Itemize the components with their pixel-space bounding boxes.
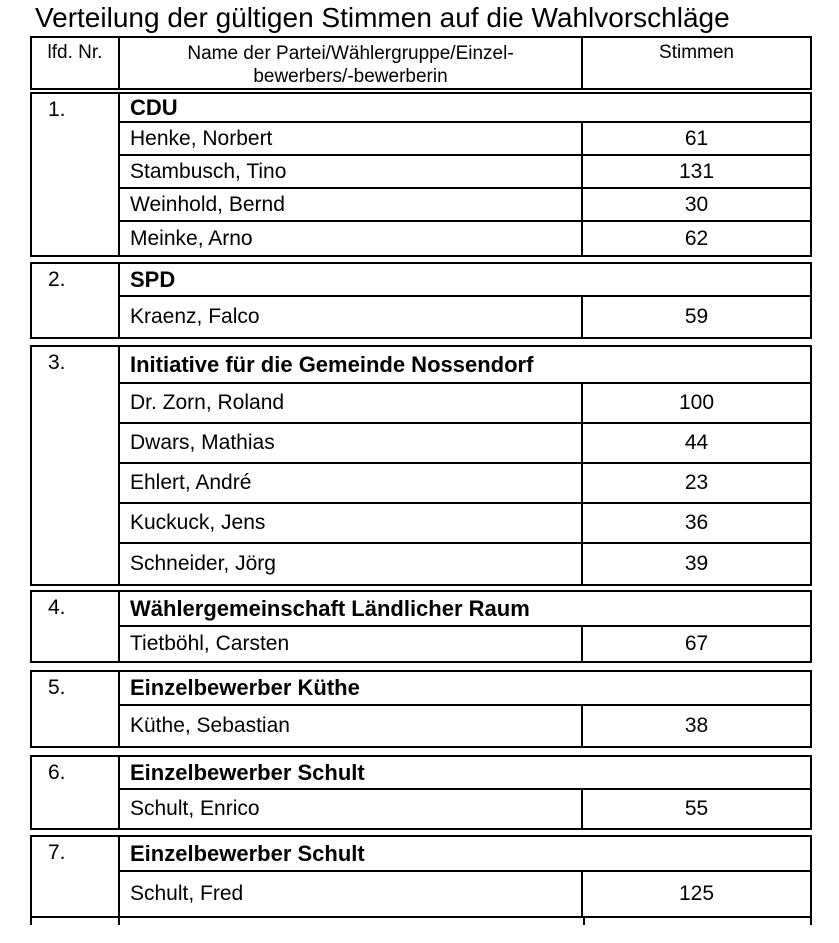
candidate-name: Ehlert, André (120, 464, 583, 502)
candidate-row: Dr. Zorn, Roland 100 (120, 384, 810, 424)
candidate-name: Schult, Enrico (120, 790, 583, 828)
header-party-name-line2: bewerbers/-bewerberin (253, 66, 448, 87)
table-border-stub (30, 918, 32, 925)
candidate-name: Meinke, Arno (120, 222, 583, 255)
table-section-cdu: 1. CDU Henke, Norbert 61 Stambusch, Tino… (30, 92, 812, 257)
candidate-row: Weinhold, Bernd 30 (120, 189, 810, 222)
party-name: Initiative für die Gemeinde Nossendorf (130, 351, 534, 377)
table-section-einzelbewerber-schult-2: 7. Einzelbewerber Schult Schult, Fred 12… (30, 835, 812, 918)
table-header-row: lfd. Nr. Name der Partei/Wählergruppe/Ei… (30, 36, 812, 90)
party-name: Wählergemeinschaft Ländlicher Raum (130, 595, 530, 621)
header-party-name: Name der Partei/Wählergruppe/Einzel- bew… (120, 38, 583, 88)
candidate-votes: 61 (684, 126, 709, 150)
party-name: Einzelbewerber Schult (130, 840, 365, 866)
candidate-name: Henke, Norbert (120, 123, 583, 154)
party-name-row: Einzelbewerber Schult (120, 837, 810, 872)
party-name-row: Wählergemeinschaft Ländlicher Raum (120, 592, 810, 627)
candidate-row: Kraenz, Falco 59 (120, 297, 810, 337)
candidate-votes: 100 (678, 391, 715, 414)
candidate-name: Stambusch, Tino (120, 156, 583, 187)
candidate-row: Kuckuck, Jens 36 (120, 504, 810, 544)
party-name: Einzelbewerber Küthe (130, 675, 360, 700)
table-continuation-stubs (30, 918, 812, 925)
candidate-votes: 67 (684, 632, 709, 655)
candidate-row: Meinke, Arno 62 (120, 222, 810, 255)
candidate-votes: 44 (684, 431, 709, 454)
candidate-votes: 62 (684, 226, 709, 250)
section-number: 5. (32, 672, 120, 746)
party-name-row: Einzelbewerber Schult (120, 757, 810, 790)
candidate-name: Schneider, Jörg (120, 544, 583, 584)
candidate-row: Dwars, Mathias 44 (120, 424, 810, 464)
candidate-name: Schult, Fred (120, 872, 583, 916)
candidate-row: Küthe, Sebastian 38 (120, 706, 810, 746)
candidate-votes: 131 (678, 159, 715, 183)
candidate-name: Dr. Zorn, Roland (120, 384, 583, 422)
table-border-stub (118, 918, 120, 925)
section-number: 1. (32, 94, 120, 255)
header-stimmen: Stimmen (659, 42, 734, 63)
table-section-spd: 2. SPD Kraenz, Falco 59 (30, 262, 812, 339)
candidate-votes: 38 (684, 714, 709, 737)
table-border-stub (583, 918, 585, 925)
candidate-votes: 125 (678, 882, 715, 905)
section-number: 3. (32, 347, 120, 584)
candidate-votes: 30 (684, 192, 709, 216)
candidate-votes: 36 (684, 511, 709, 534)
party-name-row: Einzelbewerber Küthe (120, 672, 810, 706)
table-section-einzelbewerber-kuethe: 5. Einzelbewerber Küthe Küthe, Sebastian… (30, 670, 812, 748)
header-lfd-nr: lfd. Nr. (32, 38, 120, 88)
candidate-name: Dwars, Mathias (120, 424, 583, 462)
header-party-name-line1: Name der Partei/Wählergruppe/Einzel- (187, 43, 514, 64)
candidate-row: Schult, Enrico 55 (120, 790, 810, 828)
page-title: Verteilung der gültigen Stimmen auf die … (35, 2, 730, 33)
party-name-row: CDU (120, 94, 810, 123)
candidate-name: Kuckuck, Jens (120, 504, 583, 542)
party-name: SPD (130, 266, 176, 292)
candidate-row: Tietböhl, Carsten 67 (120, 627, 810, 661)
candidate-votes: 39 (684, 552, 709, 575)
candidate-name: Tietböhl, Carsten (120, 627, 583, 661)
candidate-name: Kraenz, Falco (120, 297, 583, 337)
party-name: Einzelbewerber Schult (130, 759, 365, 785)
candidate-row: Schult, Fred 125 (120, 872, 810, 916)
candidate-name: Küthe, Sebastian (120, 706, 583, 746)
section-number: 7. (32, 837, 120, 916)
table-section-waehlergemeinschaft: 4. Wählergemeinschaft Ländlicher Raum Ti… (30, 590, 812, 663)
party-name-row: Initiative für die Gemeinde Nossendorf (120, 347, 810, 384)
party-name: CDU (130, 94, 178, 120)
candidate-name: Weinhold, Bernd (120, 189, 583, 220)
candidate-votes: 23 (684, 471, 709, 494)
table-section-initiative-nossendorf: 3. Initiative für die Gemeinde Nossendor… (30, 345, 812, 586)
candidate-votes: 55 (684, 797, 709, 820)
candidate-row: Schneider, Jörg 39 (120, 544, 810, 584)
candidate-row: Ehlert, André 23 (120, 464, 810, 504)
section-number: 2. (32, 264, 120, 337)
party-name-row: SPD (120, 264, 810, 297)
results-table: lfd. Nr. Name der Partei/Wählergruppe/Ei… (30, 36, 812, 925)
table-section-einzelbewerber-schult-1: 6. Einzelbewerber Schult Schult, Enrico … (30, 755, 812, 830)
candidate-row: Henke, Norbert 61 (120, 123, 810, 156)
table-border-stub (810, 918, 812, 925)
section-number: 6. (32, 757, 120, 828)
candidate-votes: 59 (684, 305, 709, 328)
section-number: 4. (32, 592, 120, 661)
candidate-row: Stambusch, Tino 131 (120, 156, 810, 189)
